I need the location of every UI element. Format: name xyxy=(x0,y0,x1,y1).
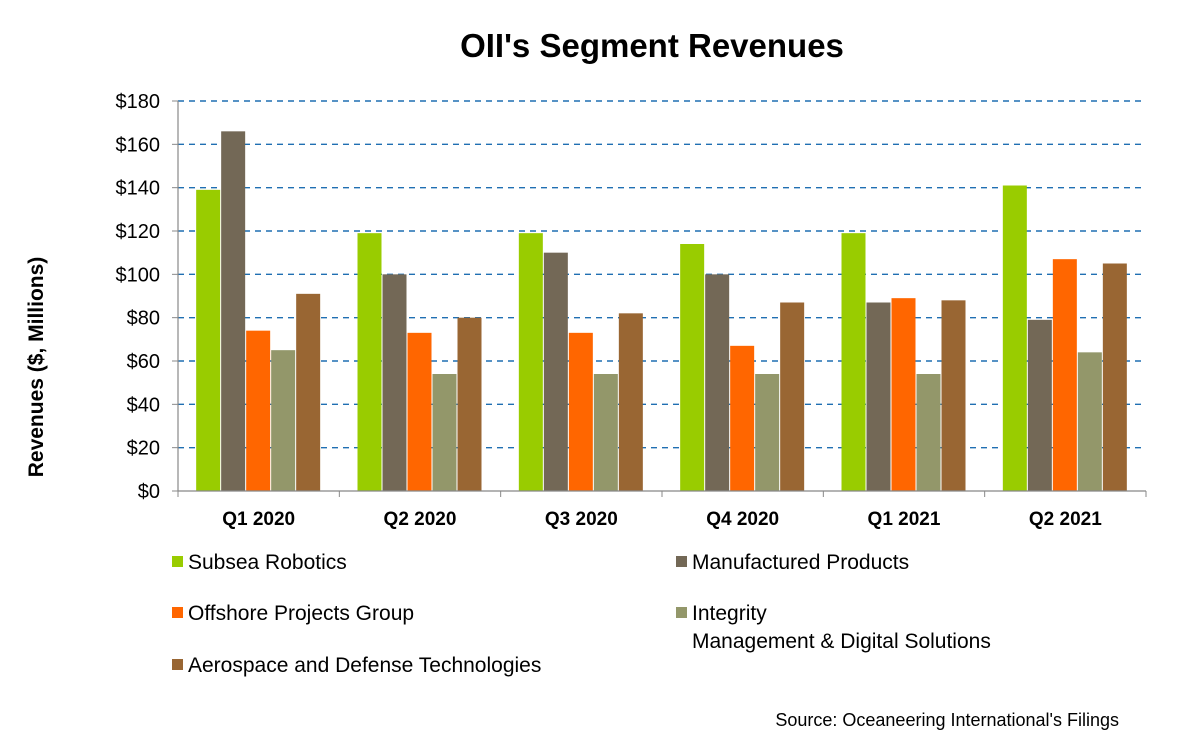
bar xyxy=(891,298,916,491)
x-category-label: Q4 2020 xyxy=(706,509,779,530)
bar xyxy=(705,274,730,491)
y-tick-label: $120 xyxy=(116,221,161,243)
y-tick-label: $140 xyxy=(116,178,161,200)
y-tick-label: $80 xyxy=(127,308,160,330)
axes xyxy=(177,101,1147,497)
y-tick-label: $20 xyxy=(127,438,160,460)
x-category-label: Q2 2020 xyxy=(384,509,457,530)
bar xyxy=(593,374,618,491)
bar xyxy=(1102,263,1127,491)
legend-swatch xyxy=(172,659,183,670)
bar xyxy=(1002,185,1027,491)
x-category-label: Q2 2021 xyxy=(1029,509,1102,530)
bar xyxy=(1027,319,1052,491)
bar xyxy=(730,345,755,491)
legend-label: Manufactured Products xyxy=(692,551,909,574)
legend-label: Integrity xyxy=(692,602,767,625)
legend-swatch xyxy=(172,556,183,567)
y-tick-label: $40 xyxy=(127,394,160,416)
chart-title: OII's Segment Revenues xyxy=(460,27,844,64)
bar xyxy=(568,332,593,491)
bar xyxy=(916,374,941,491)
legend-label: Management & Digital Solutions xyxy=(692,630,991,653)
source-note: Source: Oceaneering International's Fili… xyxy=(775,710,1119,730)
bar xyxy=(296,293,321,491)
x-category-label: Q3 2020 xyxy=(545,509,618,530)
legend: Subsea Robotics Manufactured Products Offs… xyxy=(172,551,991,677)
y-tick-label: $160 xyxy=(116,134,161,156)
legend-label: Subsea Robotics xyxy=(188,551,347,574)
bar xyxy=(680,244,705,491)
bar xyxy=(618,313,643,491)
bar xyxy=(382,274,407,491)
legend-label: Offshore Projects Group xyxy=(188,602,414,625)
bar xyxy=(755,374,780,491)
bar xyxy=(457,317,482,491)
y-axis-ticks: $0 $20 $40 $60 $80 $100 $120 $140 $160 $180 xyxy=(116,91,178,503)
bar xyxy=(271,350,296,491)
y-axis-label: Revenues ($, Millions) xyxy=(25,257,48,478)
bar xyxy=(543,252,568,491)
bar xyxy=(941,300,966,491)
bars xyxy=(196,131,1127,492)
bar xyxy=(246,330,271,491)
gridlines xyxy=(178,100,1146,449)
bar xyxy=(780,302,805,491)
bar xyxy=(357,233,382,491)
x-axis-categories: Q1 2020 Q2 2020 Q3 2020 Q4 2020 Q1 2021 Q2 20… xyxy=(222,509,1102,530)
bar xyxy=(1077,352,1102,491)
legend-label: Aerospace and Defense Technologies xyxy=(188,654,541,677)
bar xyxy=(1052,259,1077,491)
x-category-label: Q1 2020 xyxy=(222,509,295,530)
bar xyxy=(196,189,221,492)
legend-swatch xyxy=(676,607,687,618)
bar xyxy=(407,332,432,491)
bar xyxy=(432,374,457,491)
legend-swatch xyxy=(676,556,687,567)
bar xyxy=(518,233,543,491)
y-tick-label: $100 xyxy=(116,264,161,286)
bar xyxy=(221,131,246,492)
y-tick-label: $180 xyxy=(116,91,161,113)
bar xyxy=(866,302,891,491)
y-tick-label: $60 xyxy=(127,351,160,373)
y-tick-label: $0 xyxy=(138,481,160,503)
bar xyxy=(841,233,866,491)
x-category-label: Q1 2021 xyxy=(868,509,941,530)
legend-swatch xyxy=(172,607,183,618)
